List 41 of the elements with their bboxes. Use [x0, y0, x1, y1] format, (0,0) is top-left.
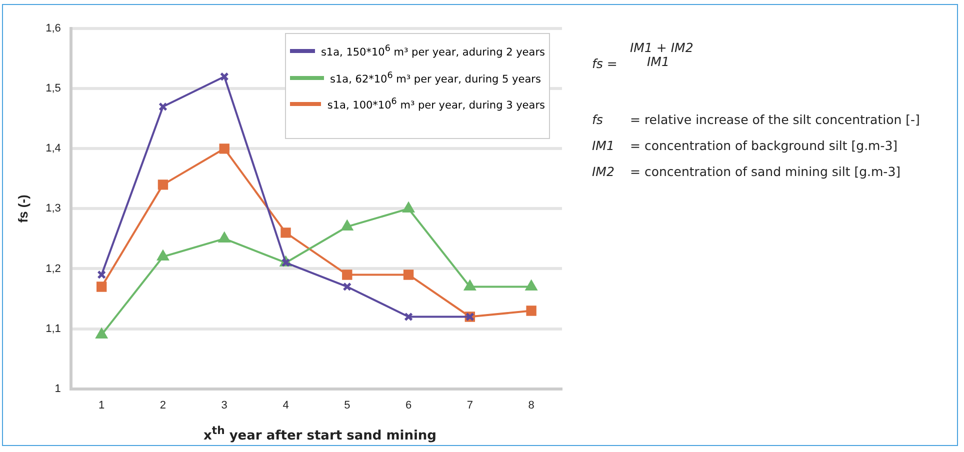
x-tick-label: 4: [282, 399, 289, 412]
x-tick-label: 2: [160, 399, 166, 412]
x-tick-label: 6: [405, 399, 412, 412]
x-axis-title: x$^{th}$ year after start sand mining: [202, 424, 438, 444]
x-tick-label: 7: [466, 399, 473, 412]
point: [220, 72, 229, 82]
y-tick-label: 1,3: [46, 202, 61, 215]
point: [158, 180, 168, 190]
text: fs =: [592, 56, 618, 71]
point: [526, 306, 536, 316]
point: [158, 102, 168, 112]
x-tick-label: 5: [344, 399, 350, 412]
point: [280, 228, 291, 238]
y-tick-label: 1,1: [46, 322, 61, 335]
y-tick-label: 1,4: [46, 142, 61, 155]
point: [95, 328, 108, 339]
text: IM1: [647, 54, 670, 69]
text: IM1 + IM2: [630, 40, 694, 55]
y-tick-label: 1: [54, 382, 61, 395]
text: fs: [592, 112, 603, 127]
point: [403, 270, 414, 280]
point: [342, 282, 352, 292]
legend-label: s1a, 100*10$^{6}$ m³ per year, during 3 years: [327, 97, 545, 112]
point: [404, 312, 413, 322]
text: = concentration of background silt [g.m-3]: [630, 138, 898, 153]
legend-label: s1a, 62*10$^{6}$ m³ per year, during 5 years: [330, 70, 541, 85]
x-tick-label: 3: [221, 399, 228, 412]
point: [342, 270, 352, 280]
text: = concentration of sand mining silt [g.m-3]: [630, 164, 901, 179]
y-tick-label: 1,5: [46, 82, 61, 95]
x-tick-label: 1: [98, 399, 105, 412]
y-tick-label: 1,2: [46, 262, 61, 275]
point: [96, 282, 107, 292]
text: IM1: [592, 138, 614, 153]
y-tick-label: 1,6: [46, 22, 61, 35]
y-axis-title: fs (-): [15, 194, 30, 223]
x-tick-label: 8: [528, 399, 534, 412]
text: = relative increase of the silt concentration [-]: [630, 112, 920, 127]
text: IM2: [592, 164, 614, 179]
point: [219, 144, 230, 154]
legend-label: s1a, 150*10$^{6}$ m³ per year, aduring 2 years: [320, 44, 545, 58]
